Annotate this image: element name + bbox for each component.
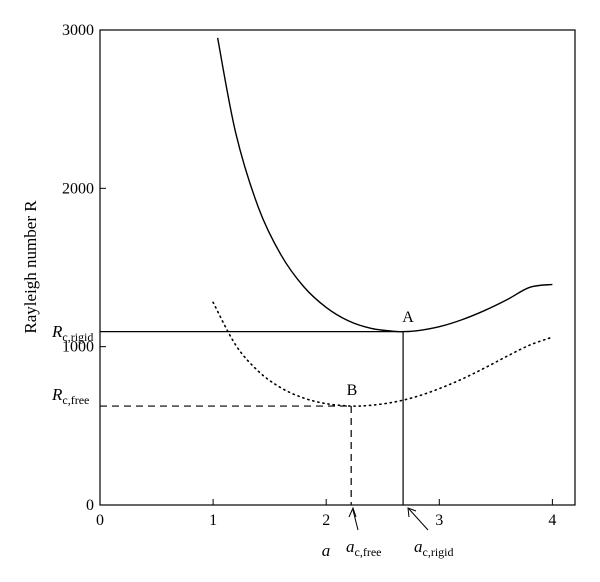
y-tick-label: 2000: [62, 180, 94, 197]
point-label-a: A: [402, 309, 414, 326]
plot-border: [99, 29, 576, 506]
tick-layer: 0 1 2 3 4 0 1000 2000 3000: [62, 22, 556, 529]
a-free-annotation: ac,free: [346, 537, 381, 559]
reference-lines: [100, 331, 404, 505]
free-boundary-curve: [212, 301, 554, 407]
x-tick-label: 1: [209, 512, 217, 529]
x-axis-label: a: [322, 541, 331, 560]
a-rigid-main: a: [414, 537, 423, 556]
x-tick-label: 0: [96, 512, 104, 529]
a-rigid-sub: c,rigid: [423, 545, 454, 559]
r-rigid-annotation: Rc,rigid: [51, 322, 93, 344]
r-free-sub: c,free: [62, 393, 89, 407]
a-free-main: a: [346, 537, 355, 556]
y-tick-label: 3000: [62, 22, 94, 39]
r-free-main: R: [51, 385, 63, 404]
y-tick-label: 1000: [62, 339, 94, 356]
rigid-boundary-curve: [216, 37, 553, 333]
series-layer: [212, 37, 554, 407]
a-free-sub: c,free: [355, 545, 382, 559]
a-free-arrow: [348, 506, 359, 531]
point-label-b: B: [347, 382, 358, 399]
a-rigid-annotation: ac,rigid: [414, 537, 454, 559]
r-rigid-sub: c,rigid: [62, 330, 93, 344]
plot-frame: [99, 29, 576, 506]
x-tick-label: 2: [322, 512, 330, 529]
y-tick-label: 0: [86, 497, 94, 514]
r-rigid-main: R: [51, 322, 63, 341]
x-tick-label: 3: [435, 512, 443, 529]
y-axis-label: Rayleigh number R: [21, 200, 40, 334]
a-rigid-arrow: [407, 507, 429, 531]
x-tick-label: 4: [548, 512, 556, 529]
r-free-annotation: Rc,free: [51, 385, 89, 407]
